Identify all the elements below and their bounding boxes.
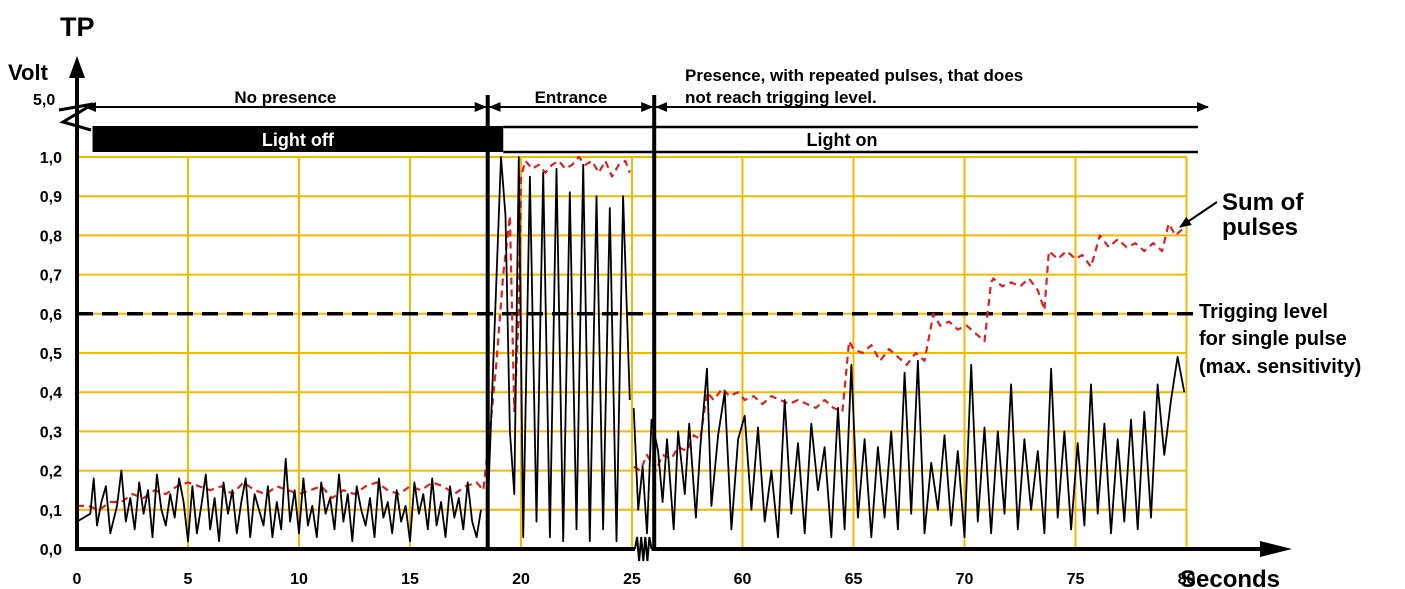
chart-title: TP <box>60 12 95 42</box>
x-axis-break <box>634 536 653 562</box>
x-tick-label: 15 <box>401 571 419 588</box>
phase-ranges: No presence Entrance Presence, with repeat… <box>84 66 1209 112</box>
sum-annotation-line2: pulses <box>1222 214 1298 241</box>
y-tick-label: 0,6 <box>40 307 62 324</box>
single-pulses-line <box>76 457 482 543</box>
single-pulses-line <box>632 355 1186 539</box>
y-axis-arrow <box>69 56 85 78</box>
sum-of-pulses-series <box>77 155 1186 511</box>
x-tick-labels: 0 5 10 15 20 25 60 65 70 75 80 <box>73 571 1196 588</box>
sum-of-pulses-annotation: Sum of pulses <box>1179 189 1304 241</box>
y-tick-label: 0,7 <box>40 268 62 285</box>
phase-dividers <box>485 95 657 551</box>
y-tick-label: 1,0 <box>40 150 62 167</box>
phase-label-line2: not reach trigging level. <box>685 88 877 107</box>
sum-of-pulses-line <box>77 214 516 511</box>
light-states: Light off Light on <box>92 125 1198 154</box>
single-pulses-line <box>486 156 631 543</box>
x-tick-label: 75 <box>1067 571 1085 588</box>
light-off-label: Light off <box>262 130 335 150</box>
y-tick-labels: 0,0 0,1 0,2 0,3 0,4 0,5 0,6 0,7 0,8 0,9 1,0 <box>40 150 62 559</box>
sum-of-pulses-line <box>513 155 631 412</box>
y-tick-label: 0,8 <box>40 228 62 245</box>
phase-label: No presence <box>234 88 336 107</box>
y-tick-label: 0,3 <box>40 424 62 441</box>
light-off-bar <box>92 126 504 152</box>
y-tick-label: 0,2 <box>40 464 62 481</box>
x-tick-label: 80 <box>1178 571 1196 588</box>
y-tick-label: 0,5 <box>40 346 62 363</box>
x-tick-label: 25 <box>623 571 641 588</box>
y-tick-label: 0,9 <box>40 189 62 206</box>
x-axis-arrow <box>1260 541 1292 557</box>
x-tick-label: 65 <box>845 571 863 588</box>
x-tick-label: 10 <box>290 571 308 588</box>
trig-annotation-line3: (max. sensitivity) <box>1199 356 1361 378</box>
sum-annotation-line1: Sum of <box>1222 189 1304 216</box>
x-tick-label: 70 <box>956 571 974 588</box>
x-axis-label: Seconds <box>1180 566 1280 589</box>
x-tick-label: 20 <box>512 571 530 588</box>
trig-annotation-line2: for single pulse <box>1199 328 1347 350</box>
trigging-level-annotation: Trigging level for single pulse (max. se… <box>1199 301 1361 378</box>
trig-annotation-line1: Trigging level <box>1199 301 1328 323</box>
y-break-label: 5,0 <box>33 92 55 109</box>
y-tick-label: 0,4 <box>40 385 62 402</box>
single-pulses-series <box>76 156 1186 543</box>
phase-label-line1: Presence, with repeated pulses, that doe… <box>685 66 1023 85</box>
sum-of-pulses-line <box>633 222 1186 472</box>
y-tick-label: 0,1 <box>40 503 62 520</box>
y-axis-label: Volt <box>8 60 49 85</box>
y-tick-label: 0,0 <box>40 542 62 559</box>
x-tick-label: 0 <box>73 571 82 588</box>
phase-label: Entrance <box>535 88 608 107</box>
y-axis-break <box>58 102 94 132</box>
light-on-label: Light on <box>807 130 878 150</box>
x-tick-label: 5 <box>184 571 193 588</box>
x-tick-label: 60 <box>734 571 752 588</box>
